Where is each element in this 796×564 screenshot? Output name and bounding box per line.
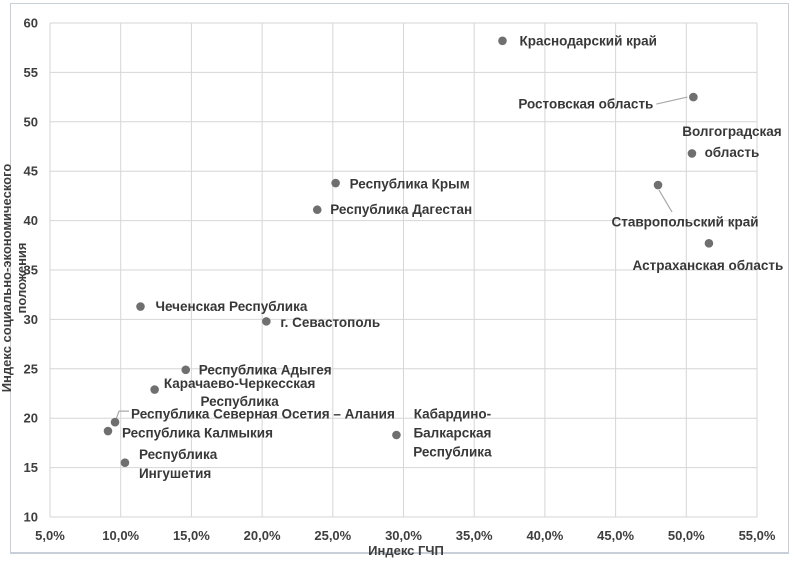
- x-tick-label: 35,0%: [456, 528, 493, 543]
- y-tick-label: 15: [24, 460, 38, 475]
- leader-line: [656, 96, 688, 105]
- point-label: Астраханская область: [633, 258, 784, 273]
- point-dot: [103, 426, 113, 436]
- point-dot: [704, 239, 714, 248]
- point-label: область: [705, 145, 760, 160]
- y-axis-title: Индекс социально-экономического положени…: [0, 163, 29, 393]
- x-tick-label: 10,0%: [102, 528, 139, 543]
- point-label: Ростовская область: [518, 97, 653, 112]
- point-dot: [689, 92, 698, 102]
- y-tick-label: 35: [24, 263, 38, 278]
- x-tick-label: 25,0%: [314, 528, 351, 543]
- point-dot: [120, 458, 130, 467]
- point-dot: [392, 430, 401, 440]
- y-tick-label: 40: [24, 213, 38, 228]
- point-label: Республика Калмыкия: [122, 426, 273, 441]
- point-label: Ингушетия: [139, 466, 211, 481]
- point-dot: [262, 317, 271, 326]
- point-label: г. Севастополь: [280, 315, 380, 330]
- point-label: Республика Дагестан: [330, 202, 472, 217]
- point-label: Республика: [139, 447, 218, 462]
- point-label: Республика: [200, 394, 279, 409]
- point-dot: [110, 417, 120, 427]
- x-axis-title: Индекс ГЧП: [368, 543, 444, 558]
- x-tick-label: 5,0%: [35, 528, 65, 543]
- point-label: Ставропольский край: [612, 215, 759, 230]
- point-label: Республика Крым: [350, 177, 470, 192]
- point-dot: [150, 385, 159, 394]
- x-tick-label: 45,0%: [597, 528, 634, 543]
- x-tick-label: 55,0%: [739, 528, 776, 543]
- point-dot: [687, 149, 697, 158]
- point-label: Волгоградская: [682, 124, 781, 139]
- x-tick-label: 40,0%: [526, 528, 563, 543]
- point-dot: [331, 178, 340, 188]
- point-label: Краснодарский край: [519, 33, 656, 48]
- y-tick-label: 55: [24, 65, 38, 80]
- point-dot: [181, 365, 191, 375]
- point-label: Республика Адыгея: [199, 362, 332, 377]
- y-tick-label: 20: [24, 411, 38, 426]
- leader-line: [658, 189, 673, 213]
- point-label: Республика Северная Осетия – Алания: [131, 407, 395, 422]
- point-dot: [312, 205, 322, 215]
- point-dot: [653, 180, 663, 190]
- y-tick-label: 10: [24, 510, 38, 525]
- point-label: Карачаево-Черкесская: [164, 376, 316, 391]
- point-label: Чеченская Республика: [155, 299, 307, 314]
- point-dot: [136, 302, 145, 311]
- x-tick-label: 15,0%: [173, 528, 210, 543]
- x-tick-label: 50,0%: [668, 528, 705, 543]
- y-tick-label: 25: [24, 361, 38, 376]
- point-label: Кабардино-: [414, 406, 491, 421]
- y-tick-label: 30: [24, 312, 38, 327]
- point-dot: [498, 36, 507, 46]
- leader-line: [115, 410, 130, 420]
- x-tick-label: 20,0%: [244, 528, 281, 543]
- point-label: Республика: [413, 444, 492, 459]
- chart-border-frame: [10, 3, 789, 554]
- y-tick-label: 45: [24, 164, 38, 179]
- y-tick-label: 50: [24, 114, 38, 129]
- x-tick-label: 30,0%: [385, 528, 422, 543]
- y-tick-label: 60: [24, 16, 38, 31]
- point-label: Балкарская: [413, 425, 491, 440]
